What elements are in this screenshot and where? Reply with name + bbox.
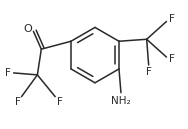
Text: F: F (169, 14, 175, 25)
Text: NH₂: NH₂ (111, 96, 131, 106)
Text: F: F (15, 97, 20, 107)
Text: F: F (5, 68, 11, 78)
Text: F: F (146, 67, 152, 77)
Text: F: F (57, 97, 63, 107)
Text: O: O (23, 24, 32, 34)
Text: F: F (169, 54, 175, 64)
